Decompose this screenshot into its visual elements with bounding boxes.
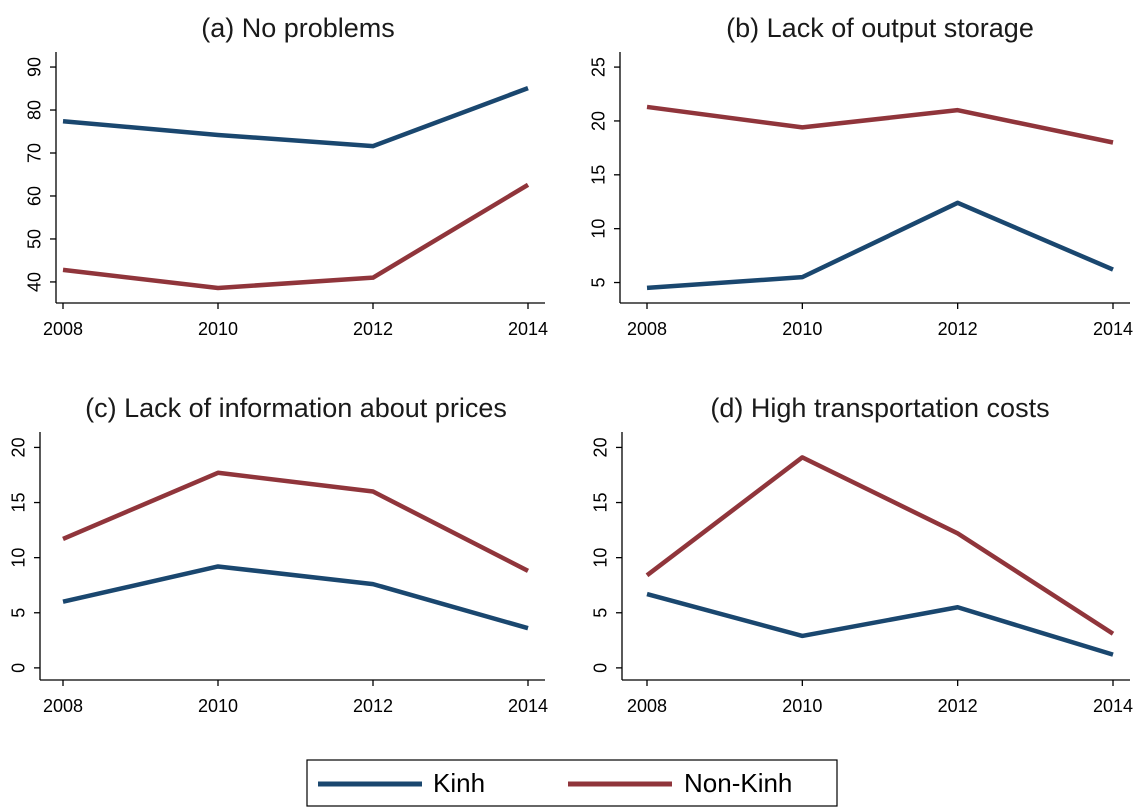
chart-title: (d) High transportation costs	[710, 393, 1049, 423]
series-line	[62, 182, 530, 291]
y-tick-label: 15	[589, 165, 609, 185]
y-tick-label: 5	[589, 278, 609, 288]
y-tick-label: 20	[591, 437, 611, 457]
x-tick-label: 2014	[1093, 319, 1133, 339]
x-tick-label: 2010	[782, 696, 822, 716]
y-tick-label: 10	[589, 219, 609, 239]
chart-title: (c) Lack of information about prices	[85, 393, 507, 423]
series-line	[646, 104, 1114, 145]
legend-label: Non-Kinh	[684, 768, 792, 798]
y-tick-label: 80	[25, 100, 45, 120]
x-tick-label: 2008	[43, 319, 83, 339]
x-tick-label: 2012	[938, 319, 978, 339]
x-tick-label: 2012	[938, 696, 978, 716]
series-line	[62, 470, 530, 573]
y-tick-label: 40	[25, 272, 45, 292]
series-line	[646, 591, 1114, 657]
series-line	[646, 200, 1114, 291]
y-tick-label: 5	[9, 608, 29, 618]
y-tick-label: 15	[591, 493, 611, 513]
y-tick-label: 60	[25, 186, 45, 206]
y-tick-label: 20	[589, 111, 609, 131]
y-tick-label: 5	[591, 608, 611, 618]
y-tick-label: 15	[9, 493, 29, 513]
x-tick-label: 2010	[782, 319, 822, 339]
series-line	[62, 564, 529, 631]
x-tick-label: 2014	[1093, 696, 1133, 716]
y-tick-label: 10	[9, 548, 29, 568]
y-tick-label: 20	[9, 437, 29, 457]
x-tick-label: 2010	[198, 319, 238, 339]
y-tick-label: 0	[591, 663, 611, 673]
x-tick-label: 2008	[627, 319, 667, 339]
x-tick-label: 2014	[508, 696, 548, 716]
x-tick-label: 2012	[353, 696, 393, 716]
y-tick-label: 50	[25, 229, 45, 249]
y-tick-label: 90	[25, 57, 45, 77]
chart-title: (a) No problems	[201, 13, 395, 43]
y-tick-label: 70	[25, 143, 45, 163]
series-line	[62, 85, 529, 149]
y-tick-label: 10	[591, 548, 611, 568]
x-tick-label: 2008	[627, 696, 667, 716]
legend-label: Kinh	[433, 768, 485, 798]
chart-title: (b) Lack of output storage	[726, 13, 1034, 43]
y-tick-label: 25	[589, 57, 609, 77]
x-tick-label: 2014	[508, 319, 548, 339]
series-line	[645, 455, 1115, 636]
x-tick-label: 2008	[43, 696, 83, 716]
x-tick-label: 2012	[353, 319, 393, 339]
x-tick-label: 2010	[198, 696, 238, 716]
y-tick-label: 0	[9, 663, 29, 673]
